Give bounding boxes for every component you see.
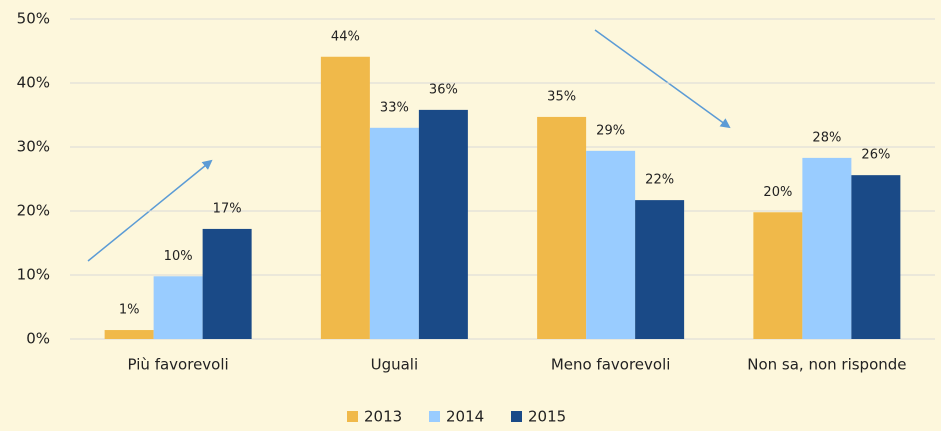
y-tick-label: 10% xyxy=(17,266,50,284)
data-label: 29% xyxy=(596,123,625,138)
x-tick-label: Non sa, non risponde xyxy=(747,356,906,374)
bar xyxy=(320,56,370,339)
legend-label: 2013 xyxy=(364,408,402,426)
data-label: 17% xyxy=(213,201,242,216)
bar xyxy=(586,150,636,339)
legend-swatch xyxy=(429,411,440,422)
bar xyxy=(537,116,587,339)
x-tick-label: Uguali xyxy=(371,356,419,374)
data-label: 35% xyxy=(547,89,576,104)
y-tick-label: 50% xyxy=(17,10,50,28)
legend-label: 2015 xyxy=(528,408,566,426)
y-tick-label: 40% xyxy=(17,74,50,92)
data-label: 28% xyxy=(812,130,841,145)
y-tick-label: 20% xyxy=(17,202,50,220)
data-label: 36% xyxy=(429,82,458,97)
bar xyxy=(635,200,685,339)
legend-label: 2014 xyxy=(446,408,484,426)
bar xyxy=(851,175,901,339)
data-label: 1% xyxy=(119,303,140,318)
bar xyxy=(802,157,852,339)
bar xyxy=(153,276,203,339)
data-label: 26% xyxy=(861,148,890,163)
bar xyxy=(753,212,803,339)
x-tick-label: Meno favorevoli xyxy=(551,356,671,374)
data-label: 10% xyxy=(164,249,193,264)
bar xyxy=(202,228,252,339)
bar xyxy=(104,330,154,339)
y-tick-label: 0% xyxy=(26,330,50,348)
y-tick-label: 30% xyxy=(17,138,50,156)
data-label: 33% xyxy=(380,100,409,115)
bar xyxy=(369,127,419,339)
legend-swatch xyxy=(511,411,522,422)
bar xyxy=(418,109,468,339)
data-label: 22% xyxy=(645,173,674,188)
x-tick-label: Più favorevoli xyxy=(128,356,229,374)
trend-arrow xyxy=(594,29,731,129)
data-label: 44% xyxy=(331,29,360,44)
legend-swatch xyxy=(347,411,358,422)
data-label: 20% xyxy=(763,185,792,200)
